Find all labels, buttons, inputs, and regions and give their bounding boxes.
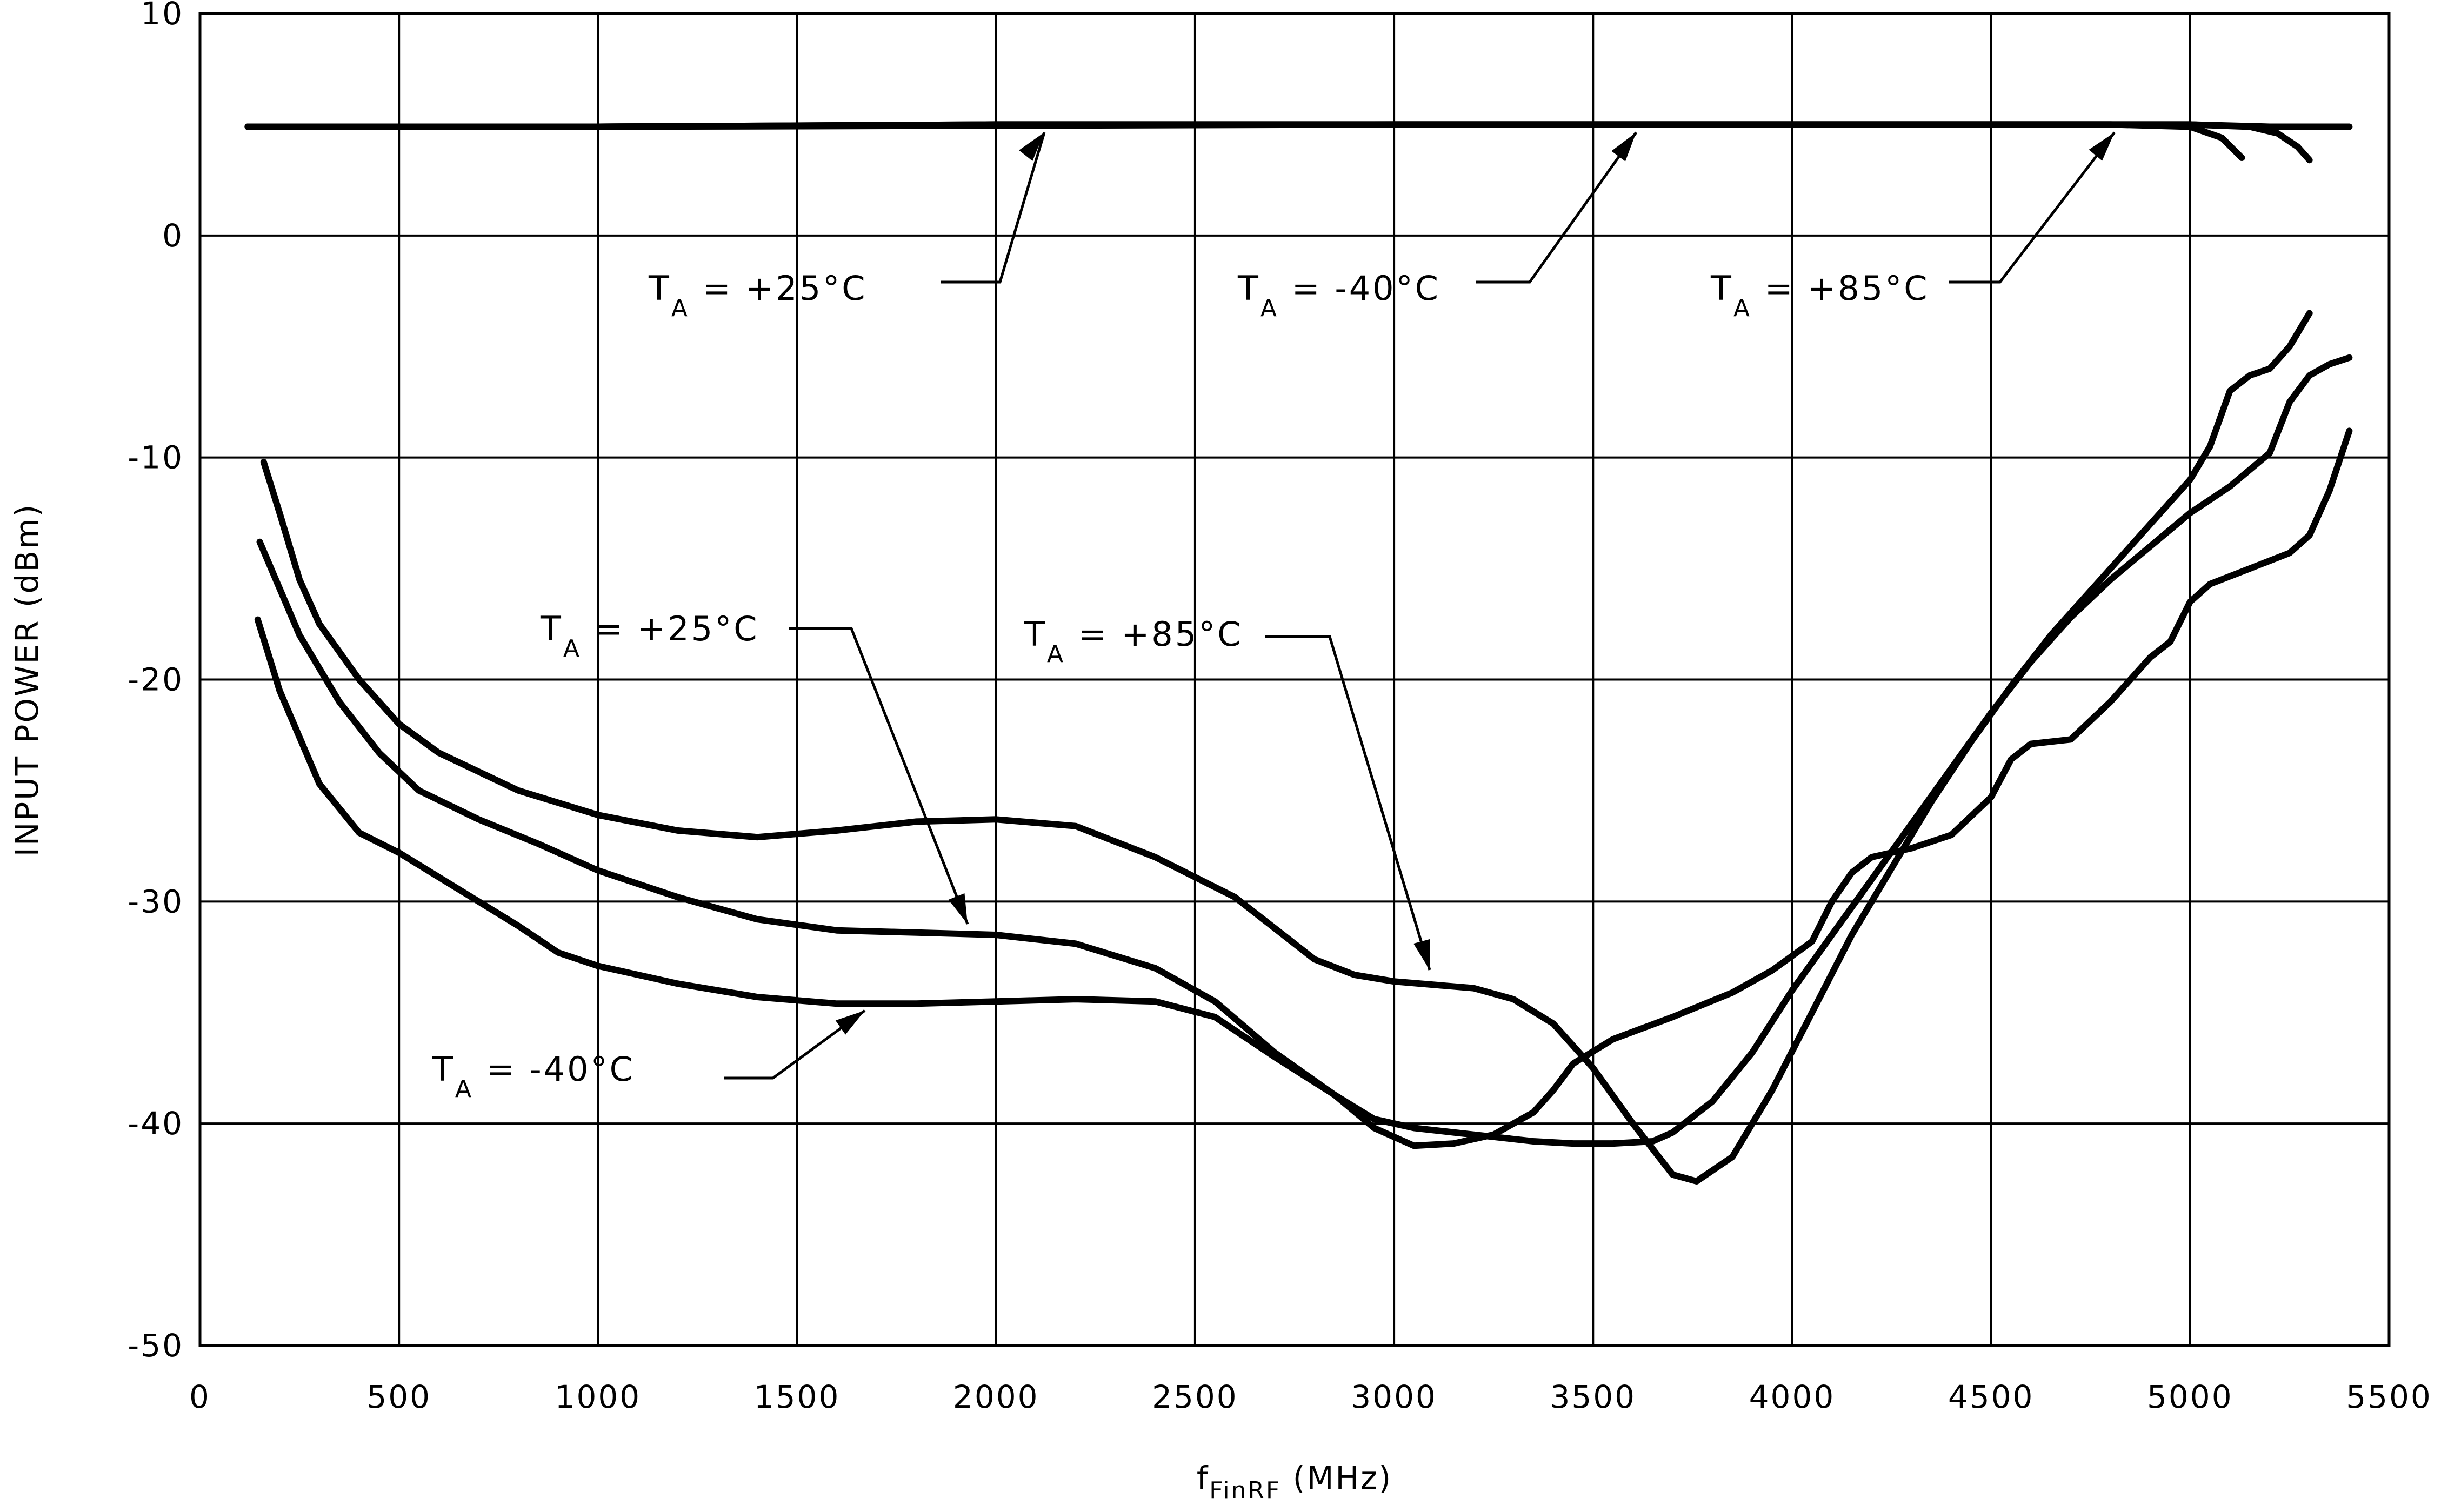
x-tick-label: 500 — [366, 1379, 431, 1415]
y-tick-label: -30 — [128, 883, 184, 920]
x-tick-label: 2000 — [953, 1379, 1039, 1415]
annotation-label: TA = -40°C — [432, 1049, 635, 1103]
x-tick-label: 1500 — [754, 1379, 841, 1415]
annotation-5: TA = +85°C — [1024, 614, 1431, 971]
y-axis-title: INPUT POWER (dBm) — [9, 503, 45, 857]
annotation-3: TA = +85°C — [1710, 131, 2116, 322]
curves — [244, 121, 2353, 1185]
annotation-arrowhead — [835, 1011, 865, 1035]
annotation-arrowhead — [2089, 132, 2115, 161]
x-axis-title-unit: (MHz) — [1281, 1460, 1392, 1496]
y-tick-label: 10 — [141, 0, 184, 32]
y-tick-label: -10 — [128, 439, 184, 476]
annotation-arrowhead — [1413, 939, 1430, 970]
annotation-6: TA = -40°C — [432, 1009, 866, 1103]
x-tick-label: 1000 — [555, 1379, 642, 1415]
x-tick-label: 4500 — [1948, 1379, 2035, 1415]
annotation-arrowhead — [1019, 132, 1044, 161]
annotation-label: TA = -40°C — [1237, 269, 1440, 322]
annotations: TA = +25°C TA = -40°C TA = +85°C TA = +25°C… — [432, 131, 2116, 1103]
x-axis-title: fFinRF (MHz) — [1197, 1460, 1392, 1504]
x-axis-title-main: f — [1197, 1460, 1209, 1496]
series-line-lower-6 — [254, 427, 2353, 1149]
series-line-lower-4 — [260, 310, 2313, 1185]
x-tick-label: 3000 — [1351, 1379, 1437, 1415]
x-tick-label: 0 — [189, 1379, 211, 1415]
annotation-4: TA = +25°C — [540, 609, 969, 925]
annotation-leader — [724, 1009, 866, 1080]
annotation-arrowhead — [948, 893, 968, 924]
x-axis-title-subscript: FinRF — [1209, 1477, 1281, 1504]
annotation-leader — [941, 132, 1046, 284]
annotation-leader — [789, 627, 969, 925]
y-tick-label: 0 — [162, 217, 184, 254]
y-tick-labels: -50 -40 -30 -20 -10 0 10 — [128, 0, 184, 1364]
annotation-leader — [1476, 131, 1638, 284]
y-tick-label: -40 — [128, 1105, 184, 1142]
annotation-label: TA = +25°C — [540, 609, 759, 663]
x-tick-label: 5500 — [2346, 1379, 2432, 1415]
annotation-1: TA = +25°C — [648, 132, 1046, 322]
y-tick-label: -50 — [128, 1327, 184, 1364]
annotation-label: TA = +85°C — [1024, 614, 1243, 668]
series-line-upper-3 — [244, 121, 2313, 164]
x-tick-label: 3500 — [1550, 1379, 1636, 1415]
annotation-leader — [1265, 635, 1431, 971]
annotation-label: TA = +25°C — [648, 269, 867, 322]
x-tick-label: 5000 — [2147, 1379, 2233, 1415]
plot-frame — [198, 12, 2391, 1347]
annotation-2: TA = -40°C — [1237, 131, 1638, 322]
annotation-arrowhead — [1611, 132, 1636, 162]
series-line-lower-5 — [256, 354, 2353, 1147]
x-tick-labels: 0 500 1000 1500 2000 2500 3000 3500 4000 4500 5000… — [189, 1379, 2432, 1415]
y-tick-label: -20 — [128, 661, 184, 698]
annotation-label: TA = +85°C — [1710, 269, 1929, 322]
annotation-leader — [1949, 131, 2116, 284]
grid — [200, 14, 2389, 1346]
x-tick-label: 2500 — [1152, 1379, 1238, 1415]
x-tick-label: 4000 — [1749, 1379, 1836, 1415]
